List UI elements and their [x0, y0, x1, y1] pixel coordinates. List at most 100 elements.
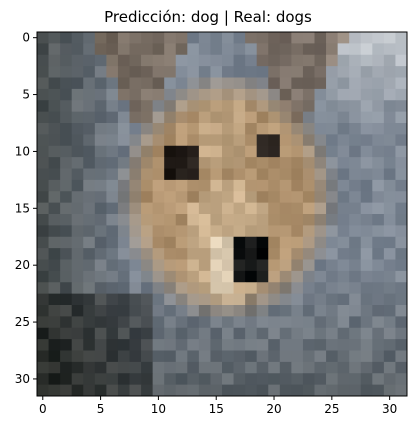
- pixel: [106, 225, 119, 238]
- pixel: [198, 293, 211, 306]
- pixel: [337, 123, 350, 135]
- pixel: [48, 54, 61, 67]
- pixel: [117, 88, 130, 101]
- pixel: [164, 361, 177, 374]
- pixel: [106, 145, 119, 158]
- pixel: [175, 282, 188, 295]
- pixel: [129, 179, 142, 192]
- pixel: [94, 202, 107, 215]
- pixel: [291, 111, 304, 124]
- pixel: [245, 191, 258, 204]
- pixel: [326, 225, 339, 238]
- pixel: [164, 236, 177, 249]
- pixel: [268, 339, 281, 351]
- pixel: [152, 100, 165, 113]
- pixel: [360, 111, 373, 124]
- pixel: [256, 100, 269, 113]
- pixel: [175, 248, 188, 260]
- pixel: [48, 134, 61, 147]
- pixel: [83, 316, 96, 329]
- pixel: [37, 316, 49, 329]
- pixel: [372, 350, 385, 363]
- pixel: [175, 66, 188, 78]
- pixel: [279, 145, 292, 158]
- pixel: [268, 248, 281, 260]
- pixel: [152, 202, 165, 215]
- pixel: [337, 248, 350, 260]
- pixel: [71, 202, 84, 215]
- pixel: [83, 361, 96, 374]
- pixel: [291, 134, 304, 147]
- pixel: [71, 179, 84, 192]
- pixel: [395, 270, 408, 283]
- pixel: [152, 293, 165, 306]
- pixel: [372, 384, 385, 397]
- pixel: [129, 123, 142, 135]
- pixel: [94, 350, 107, 363]
- pixel: [291, 236, 304, 249]
- pixel: [152, 179, 165, 192]
- pixel: [383, 339, 396, 351]
- pixel: [152, 43, 165, 56]
- pixel: [245, 134, 258, 147]
- pixel: [302, 248, 315, 260]
- pixel: [360, 339, 373, 351]
- pixel: [326, 111, 339, 124]
- pixel: [60, 305, 73, 317]
- pixel: [129, 361, 142, 374]
- pixel: [71, 236, 84, 249]
- pixel: [60, 361, 73, 374]
- pixel: [198, 361, 211, 374]
- pixel: [349, 168, 362, 181]
- pixel: [94, 327, 107, 340]
- pixel: [83, 270, 96, 283]
- pixel: [349, 32, 362, 44]
- pixel: [152, 157, 165, 169]
- pixel: [117, 179, 130, 192]
- pixel: [83, 259, 96, 272]
- pixel: [268, 191, 281, 204]
- x-tick-label: 10: [151, 402, 166, 416]
- y-tick-label: 25: [15, 315, 30, 329]
- pixel: [141, 77, 154, 90]
- pixel: [129, 384, 142, 397]
- pixel: [210, 236, 223, 249]
- pixel: [279, 168, 292, 181]
- pixel: [326, 179, 339, 192]
- pixel: [326, 32, 339, 44]
- pixel: [48, 282, 61, 295]
- pixel: [314, 157, 327, 169]
- pixel: [233, 214, 246, 226]
- pixel: [164, 350, 177, 363]
- pixel: [117, 111, 130, 124]
- pixel: [360, 350, 373, 363]
- y-tick-label: 30: [15, 372, 30, 386]
- pixel: [187, 384, 200, 397]
- y-tick-label: 5: [22, 88, 30, 102]
- pixel: [129, 168, 142, 181]
- pixel: [94, 100, 107, 113]
- pixel: [141, 43, 154, 56]
- pixel: [291, 361, 304, 374]
- pixel: [395, 134, 408, 147]
- pixel: [256, 270, 269, 283]
- pixel: [198, 214, 211, 226]
- pixel: [60, 270, 73, 283]
- pixel: [326, 270, 339, 283]
- pixel: [152, 168, 165, 181]
- pixel: [164, 202, 177, 215]
- y-tick-label: 20: [15, 258, 30, 272]
- pixel: [337, 259, 350, 272]
- pixel: [175, 293, 188, 306]
- pixel: [233, 305, 246, 317]
- pixel: [360, 316, 373, 329]
- pixel: [291, 316, 304, 329]
- pixel: [245, 100, 258, 113]
- pixel: [279, 179, 292, 192]
- pixel: [326, 66, 339, 78]
- pixel: [175, 100, 188, 113]
- pixel: [245, 384, 258, 397]
- pixel: [337, 225, 350, 238]
- pixel: [372, 66, 385, 78]
